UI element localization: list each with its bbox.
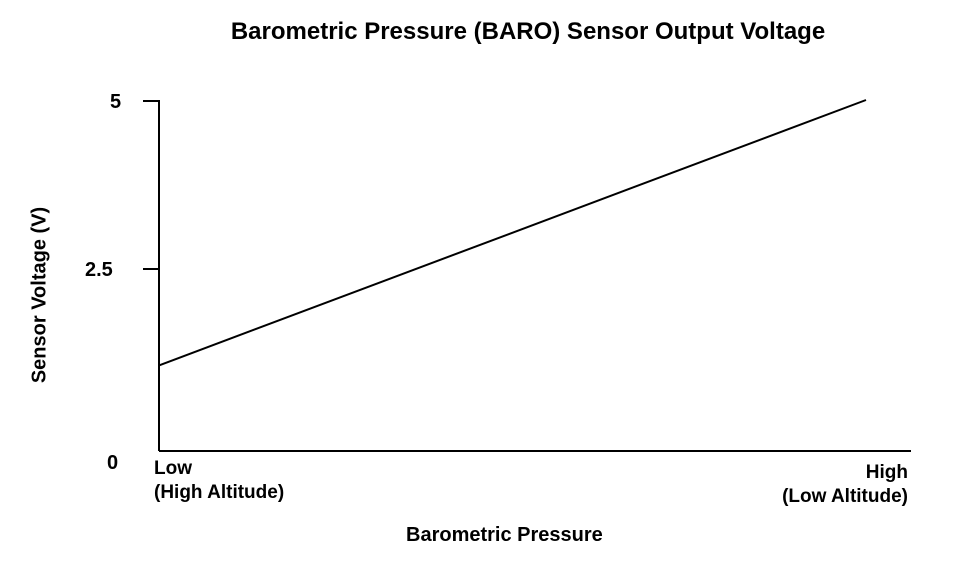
y-tick-label-5: 5: [110, 91, 121, 113]
chart-title: Barometric Pressure (BARO) Sensor Output…: [230, 18, 826, 45]
y-tick-label-2.5: 2.5: [85, 259, 113, 281]
x-tick-label-low: Low (High Altitude): [154, 458, 285, 503]
x-axis-label: Barometric Pressure: [406, 524, 603, 546]
y-axis-label: Sensor Voltage (V): [28, 206, 51, 384]
x-tick-label-high: High (Low Altitude): [782, 462, 908, 507]
y-tick-label-0: 0: [107, 452, 118, 474]
series-line: [158, 99, 867, 367]
